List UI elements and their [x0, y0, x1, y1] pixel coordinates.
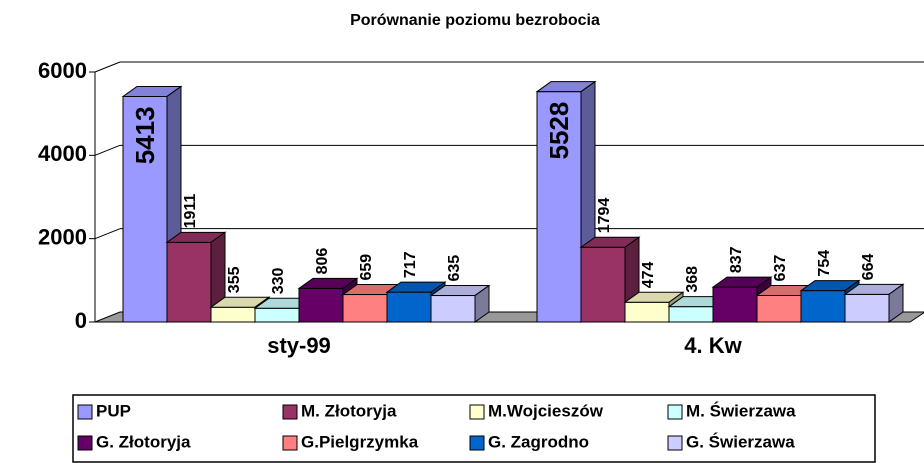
- y-tick-label: 4000: [38, 141, 87, 166]
- bar-front: [624, 301, 670, 323]
- bar-front: [668, 306, 714, 323]
- value-label: 717: [402, 251, 419, 278]
- legend-label: PUP: [96, 401, 131, 420]
- legend-swatch: [667, 404, 683, 420]
- chart-title: Porównanie poziomu bezrobocia: [350, 12, 600, 29]
- legend-swatch: [667, 435, 683, 451]
- value-label: 5413: [130, 106, 160, 164]
- bar-front: [712, 286, 758, 323]
- value-label: 659: [358, 254, 375, 281]
- legend-label: M.Wojcieszów: [488, 401, 604, 420]
- legend-label: G.Pielgrzymka: [301, 432, 419, 451]
- bar-front: [254, 307, 300, 323]
- value-label: 635: [446, 255, 463, 282]
- legend-label: M. Złotoryja: [301, 401, 397, 420]
- bar-front: [536, 91, 582, 323]
- value-label: 637: [772, 255, 789, 282]
- value-label: 5528: [544, 102, 574, 160]
- y-tick-label: 2000: [38, 224, 87, 249]
- bar-front: [844, 293, 890, 323]
- legend-swatch: [77, 435, 93, 451]
- grid-line: [94, 61, 121, 73]
- legend-label: M. Świerzawa: [686, 401, 796, 420]
- bar-front: [756, 294, 802, 323]
- value-label: 664: [860, 254, 877, 281]
- value-label: 806: [314, 248, 331, 275]
- grid-line: [94, 228, 121, 240]
- legend-swatch: [469, 435, 485, 451]
- value-label: 837: [728, 246, 745, 273]
- bar-front: [580, 246, 626, 323]
- legend-label: G. Świerzawa: [686, 432, 795, 451]
- legend-label: G. Zagrodno: [488, 432, 589, 451]
- legend-swatch: [282, 435, 298, 451]
- value-label: 474: [640, 261, 657, 288]
- value-label: 1794: [596, 198, 613, 234]
- bar-front: [166, 241, 212, 323]
- bar-front: [386, 291, 432, 323]
- value-label: 330: [270, 267, 287, 294]
- bar-side: [474, 284, 490, 323]
- bar-front: [430, 295, 476, 323]
- bar-side: [888, 283, 904, 323]
- bar-front: [298, 287, 344, 323]
- value-label: 355: [226, 266, 243, 293]
- x-tick-label: 4. Kw: [684, 333, 742, 358]
- value-label: 754: [816, 250, 833, 277]
- grid-line: [94, 144, 121, 156]
- legend-label: G. Złotoryja: [96, 432, 191, 451]
- y-tick-label: 0: [75, 308, 87, 333]
- x-tick-label: sty-99: [267, 333, 331, 358]
- legend-swatch: [282, 404, 298, 420]
- bar-front: [800, 290, 846, 323]
- legend-swatch: [77, 404, 93, 420]
- bar-front: [210, 306, 256, 323]
- value-label: 1911: [182, 194, 199, 229]
- legend-swatch: [469, 404, 485, 420]
- bar-front: [342, 294, 388, 323]
- y-tick-label: 6000: [38, 58, 87, 83]
- value-label: 368: [684, 266, 701, 293]
